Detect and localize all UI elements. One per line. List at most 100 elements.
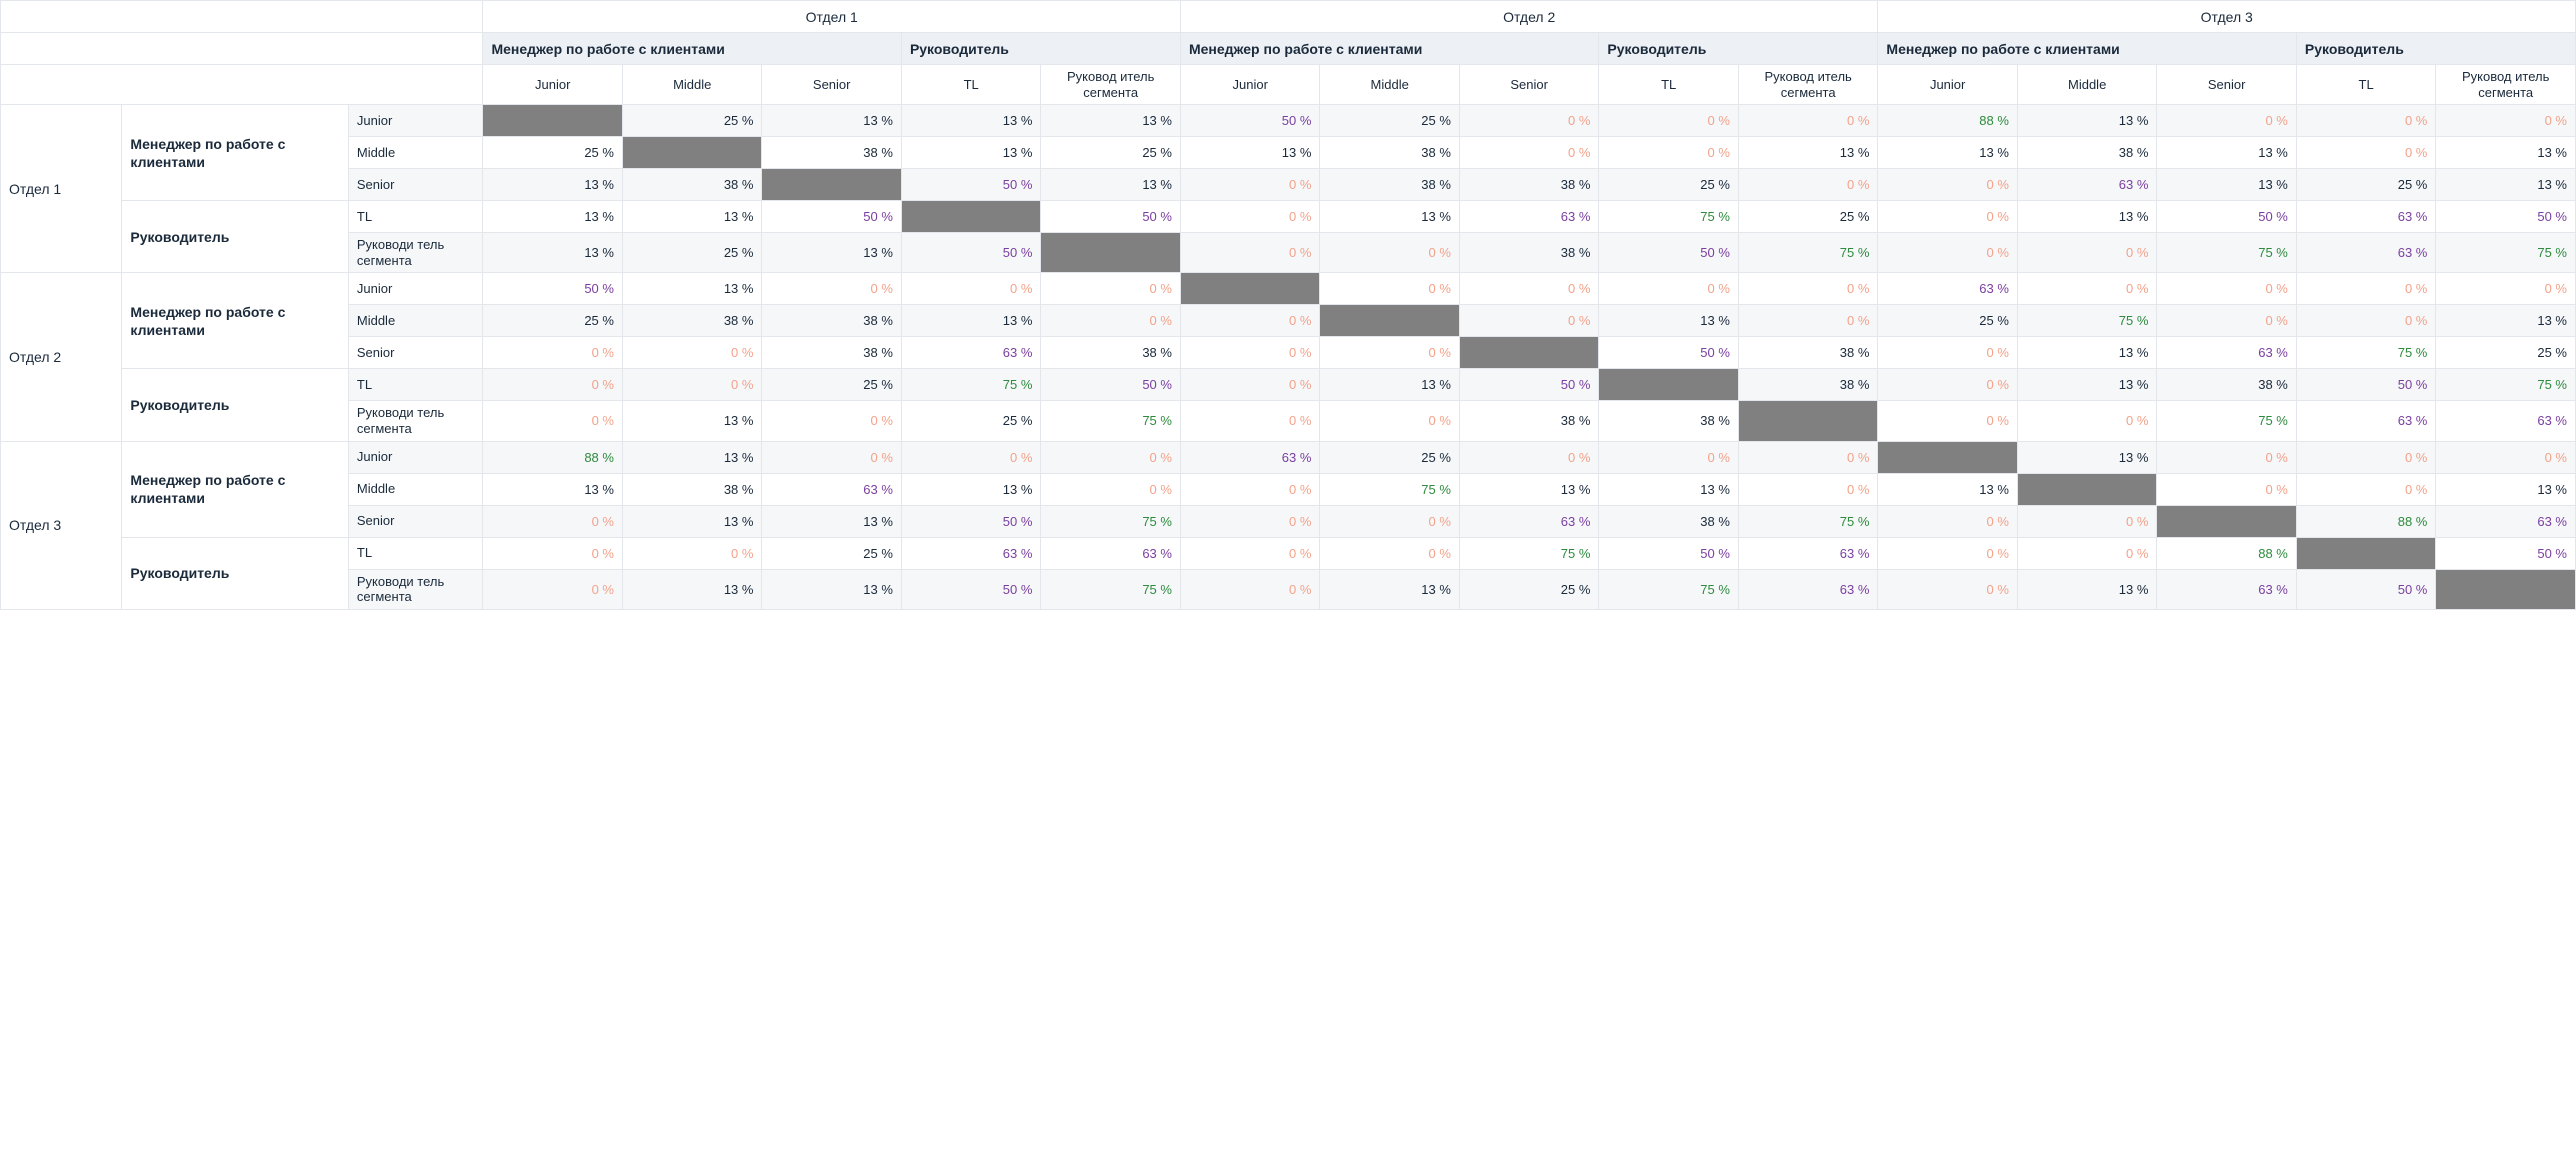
matrix-row: Middle25 %38 %38 %13 %0 %0 %0 %13 %0 %25…: [1, 305, 2576, 337]
col-header-role: Руководитель: [1599, 33, 1878, 65]
value-cell: 50 %: [483, 273, 622, 305]
value-cell: 38 %: [762, 305, 901, 337]
value-cell: 63 %: [901, 537, 1040, 569]
value-cell: 0 %: [1599, 273, 1738, 305]
diagonal-cell: [2296, 537, 2435, 569]
row-header-level: Junior: [348, 273, 483, 305]
value-cell: 0 %: [1320, 273, 1459, 305]
value-cell: 38 %: [1320, 169, 1459, 201]
matrix-row: Отдел 3Менеджер по работе с клиентамиJun…: [1, 441, 2576, 473]
value-cell: 0 %: [1459, 273, 1598, 305]
value-cell: 50 %: [1180, 105, 1319, 137]
value-cell: 0 %: [483, 505, 622, 537]
value-cell: 0 %: [1180, 505, 1319, 537]
value-cell: 13 %: [2436, 305, 2576, 337]
col-header-role: Менеджер по работе с клиентами: [1180, 33, 1598, 65]
value-cell: 0 %: [2296, 273, 2435, 305]
col-header-level: TL: [2296, 65, 2435, 105]
value-cell: 0 %: [2157, 441, 2296, 473]
value-cell: 63 %: [2296, 233, 2435, 273]
value-cell: 13 %: [1320, 569, 1459, 609]
value-cell: 50 %: [901, 169, 1040, 201]
value-cell: 0 %: [483, 537, 622, 569]
diagonal-cell: [1459, 337, 1598, 369]
value-cell: 38 %: [2017, 137, 2156, 169]
matrix-row: Руководи тель сегмента13 %25 %13 %50 %0 …: [1, 233, 2576, 273]
matrix-row: Руководи тель сегмента0 %13 %0 %25 %75 %…: [1, 401, 2576, 441]
value-cell: 0 %: [1599, 105, 1738, 137]
value-cell: 13 %: [901, 473, 1040, 505]
value-cell: 0 %: [1878, 201, 2017, 233]
value-cell: 75 %: [1738, 233, 1878, 273]
col-header-level: Руковод итель сегмента: [1041, 65, 1181, 105]
value-cell: 0 %: [901, 441, 1040, 473]
diagonal-cell: [1738, 401, 1878, 441]
row-header-level: Senior: [348, 505, 483, 537]
value-cell: 13 %: [1180, 137, 1319, 169]
value-cell: 50 %: [2436, 201, 2576, 233]
value-cell: 63 %: [2157, 569, 2296, 609]
row-header-role: Менеджер по работе с клиентами: [122, 273, 348, 369]
value-cell: 0 %: [1041, 273, 1181, 305]
diagonal-cell: [1599, 369, 1738, 401]
value-cell: 63 %: [1041, 537, 1181, 569]
row-header-level: Руководи тель сегмента: [348, 233, 483, 273]
value-cell: 0 %: [2017, 273, 2156, 305]
value-cell: 13 %: [901, 137, 1040, 169]
value-cell: 25 %: [762, 369, 901, 401]
value-cell: 0 %: [1041, 305, 1181, 337]
value-cell: 63 %: [762, 473, 901, 505]
value-cell: 13 %: [2157, 169, 2296, 201]
diagonal-cell: [1180, 273, 1319, 305]
value-cell: 0 %: [1180, 401, 1319, 441]
value-cell: 25 %: [1599, 169, 1738, 201]
value-cell: 0 %: [2017, 505, 2156, 537]
value-cell: 13 %: [622, 401, 761, 441]
row-header-level: TL: [348, 201, 483, 233]
col-header-role: Руководитель: [2296, 33, 2575, 65]
diagonal-cell: [483, 105, 622, 137]
value-cell: 0 %: [622, 369, 761, 401]
value-cell: 0 %: [2157, 473, 2296, 505]
value-cell: 13 %: [2017, 441, 2156, 473]
col-header-level: Senior: [762, 65, 901, 105]
matrix-row: Middle13 %38 %63 %13 %0 %0 %75 %13 %13 %…: [1, 473, 2576, 505]
value-cell: 0 %: [1878, 505, 2017, 537]
row-header-dept: Отдел 1: [1, 105, 122, 273]
correlation-matrix-table: Отдел 1Отдел 2Отдел 3 Менеджер по работе…: [0, 0, 2576, 610]
value-cell: 63 %: [1180, 441, 1319, 473]
value-cell: 0 %: [1878, 169, 2017, 201]
value-cell: 50 %: [2296, 569, 2435, 609]
diagonal-cell: [1878, 441, 2017, 473]
value-cell: 13 %: [1459, 473, 1598, 505]
col-header-dept: Отдел 1: [483, 1, 1180, 33]
value-cell: 0 %: [1878, 569, 2017, 609]
value-cell: 13 %: [483, 201, 622, 233]
value-cell: 0 %: [2157, 305, 2296, 337]
value-cell: 25 %: [2296, 169, 2435, 201]
value-cell: 0 %: [483, 401, 622, 441]
value-cell: 0 %: [1599, 137, 1738, 169]
row-header-role: Менеджер по работе с клиентами: [122, 105, 348, 201]
value-cell: 25 %: [2436, 337, 2576, 369]
value-cell: 25 %: [1878, 305, 2017, 337]
col-header-level: Junior: [1180, 65, 1319, 105]
col-header-level: Руковод итель сегмента: [2436, 65, 2576, 105]
diagonal-cell: [762, 169, 901, 201]
value-cell: 13 %: [1599, 473, 1738, 505]
value-cell: 38 %: [762, 137, 901, 169]
value-cell: 38 %: [1459, 233, 1598, 273]
row-header-level: Senior: [348, 169, 483, 201]
value-cell: 63 %: [1878, 273, 2017, 305]
diagonal-cell: [1320, 305, 1459, 337]
value-cell: 0 %: [1738, 305, 1878, 337]
value-cell: 13 %: [762, 105, 901, 137]
value-cell: 75 %: [1738, 505, 1878, 537]
value-cell: 38 %: [622, 473, 761, 505]
value-cell: 38 %: [622, 305, 761, 337]
diagonal-cell: [2436, 569, 2576, 609]
value-cell: 13 %: [2017, 569, 2156, 609]
value-cell: 38 %: [1041, 337, 1181, 369]
value-cell: 13 %: [1878, 473, 2017, 505]
value-cell: 63 %: [1459, 201, 1598, 233]
